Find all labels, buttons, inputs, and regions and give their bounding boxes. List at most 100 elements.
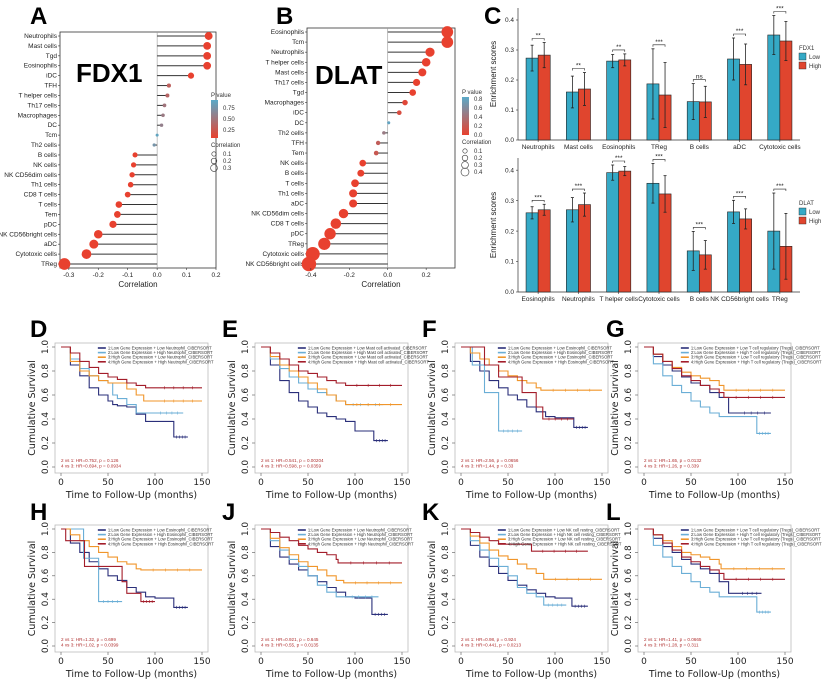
x-tick-label: 0 [258, 657, 264, 667]
legend-label-3: 3:High Gene Expression + Low Neutrophil_… [308, 537, 413, 542]
lollipop-dot [330, 218, 342, 229]
y-tick-label: 0.2 [505, 228, 514, 235]
legend-label-low: Low [809, 210, 821, 216]
y-tick-label: 1.0 [41, 522, 51, 537]
y-tick-label: 0.0 [505, 137, 514, 144]
category-label: Neutrophils [24, 33, 58, 40]
hr-stat-1: 2 vs 1: HR=0.98, p = 0.924 [461, 637, 516, 642]
category-label: Neutrophils [271, 49, 305, 56]
category-label: Cytotoxic cells [262, 251, 304, 258]
x-tick-label: 50 [302, 478, 314, 488]
y-tick-label: 0.1 [505, 259, 514, 266]
legend-label-1: 1:Low Gene Expression + Low Neutrophil_C… [108, 346, 212, 351]
lollipop-dot [166, 83, 171, 88]
lollipop-dot [418, 68, 427, 77]
legend-label-4: 4:High Gene Expression + High Eosinophil… [508, 359, 614, 364]
lollipop-dot [402, 99, 408, 106]
panel-label-H: H [30, 499, 47, 526]
hr-stat-2: 4 vs 3: HR=1.26, p = 0.339 [644, 464, 699, 469]
y-tick-label: 0.4 [441, 592, 451, 607]
significance-bracket [733, 33, 746, 36]
category-label: T cells [285, 180, 304, 187]
survival-curve-1 [261, 346, 388, 442]
y-tick-label: 0.0 [41, 460, 51, 475]
x-axis-title: Time to Follow-Up (months) [648, 490, 780, 501]
significance-bracket [773, 188, 787, 192]
category-label: Macrophages [265, 100, 305, 107]
category-label: Mast cells [564, 144, 594, 151]
y-tick-label: 0.4 [624, 592, 634, 607]
y-axis-title: Cumulative Survival [427, 541, 438, 637]
legend-title-correlation: Correlation [462, 140, 491, 146]
y-tick-label: 0.4 [241, 592, 251, 607]
x-tick-label: 0.2 [422, 272, 431, 279]
significance-label: *** [655, 153, 663, 160]
x-axis-title: Time to Follow-Up (months) [265, 669, 397, 680]
legend-title-pvalue: P value [462, 90, 483, 96]
lollipop-dot [129, 172, 135, 178]
correlation-tick-label: 0.3 [474, 163, 483, 169]
bar-high [739, 218, 752, 293]
survival-curve-2 [61, 528, 123, 603]
lollipop-dot [382, 131, 386, 135]
category-label: NK CD56bright cells [710, 296, 769, 303]
y-tick-label: 0.6 [41, 568, 51, 583]
pvalue-tick-label: 0.75 [223, 106, 235, 112]
x-axis-title: Time to Follow-Up (months) [65, 490, 197, 501]
x-tick-label: 150 [776, 657, 793, 667]
legend-label-2: 2:Low Gene Expression + High NK cell res… [508, 532, 621, 537]
correlation-size-key [210, 164, 218, 172]
correlation-tick-label: 0.1 [474, 149, 483, 155]
pvalue-tick-label: 0.0 [474, 133, 483, 139]
category-label: Mast cells [275, 69, 305, 76]
x-tick-label: 0 [258, 478, 264, 488]
hr-stat-2: 4 vs 3: HR=0.55, p = 0.0135 [261, 643, 319, 648]
x-tick-label: 50 [302, 657, 314, 667]
plot-frame [54, 342, 209, 474]
significance-label: *** [776, 183, 784, 190]
y-tick-label: 0.8 [441, 545, 451, 560]
significance-label: ** [536, 33, 542, 40]
significance-bracket [773, 11, 787, 14]
lollipop-dot [132, 152, 138, 158]
lollipop-dot [187, 72, 195, 79]
correlation-tick-label: 0.2 [223, 159, 232, 165]
x-tick-label: 0 [458, 478, 464, 488]
y-tick-label: 0.2 [624, 436, 634, 450]
x-tick-label: -0.2 [344, 272, 356, 279]
significance-bracket [612, 49, 626, 52]
category-label: T helper cells [599, 296, 638, 303]
category-label: TReg [41, 261, 57, 268]
lollipop-dot [93, 229, 103, 239]
lollipop-dot [349, 189, 358, 198]
x-tick-label: 50 [685, 657, 697, 667]
lollipop-dot [324, 228, 336, 240]
plot-frame [59, 31, 217, 269]
legend-label-4: 4:High Gene Expression + High NK cell re… [508, 541, 622, 546]
significance-label: *** [736, 190, 744, 197]
lollipop-dot [130, 162, 137, 168]
x-tick-label: 0 [458, 657, 464, 667]
significance-label: *** [736, 28, 744, 35]
legend-swatch-high [798, 216, 807, 225]
category-label: NK cells [280, 160, 305, 167]
bar-high [618, 59, 632, 141]
category-label: aDC [291, 200, 304, 207]
lollipop-dot [318, 237, 331, 250]
x-tick-label: 150 [393, 478, 410, 488]
km-chart-E: E 0 50 100 150 0.0 0.2 0.4 0.6 0.8 1.0 Time to Foll… [222, 316, 429, 501]
category-label: NK CD56dim cells [251, 211, 304, 218]
category-label: B cells [285, 170, 305, 177]
y-tick-label: 0.6 [441, 568, 451, 583]
lollipop-dot [162, 103, 167, 108]
category-label: Th17 cells [274, 79, 304, 86]
significance-label: *** [615, 155, 623, 162]
category-label: Th2 cells [278, 130, 305, 137]
pvalue-tick-label: 0.2 [474, 124, 483, 130]
y-tick-label: 0.4 [41, 592, 51, 607]
y-tick-label: 0.0 [441, 460, 451, 475]
correlation-size-key [210, 157, 218, 165]
category-label: Tem [292, 150, 304, 157]
y-tick-label: 0.8 [41, 364, 51, 379]
category-label: TFH [44, 83, 57, 90]
